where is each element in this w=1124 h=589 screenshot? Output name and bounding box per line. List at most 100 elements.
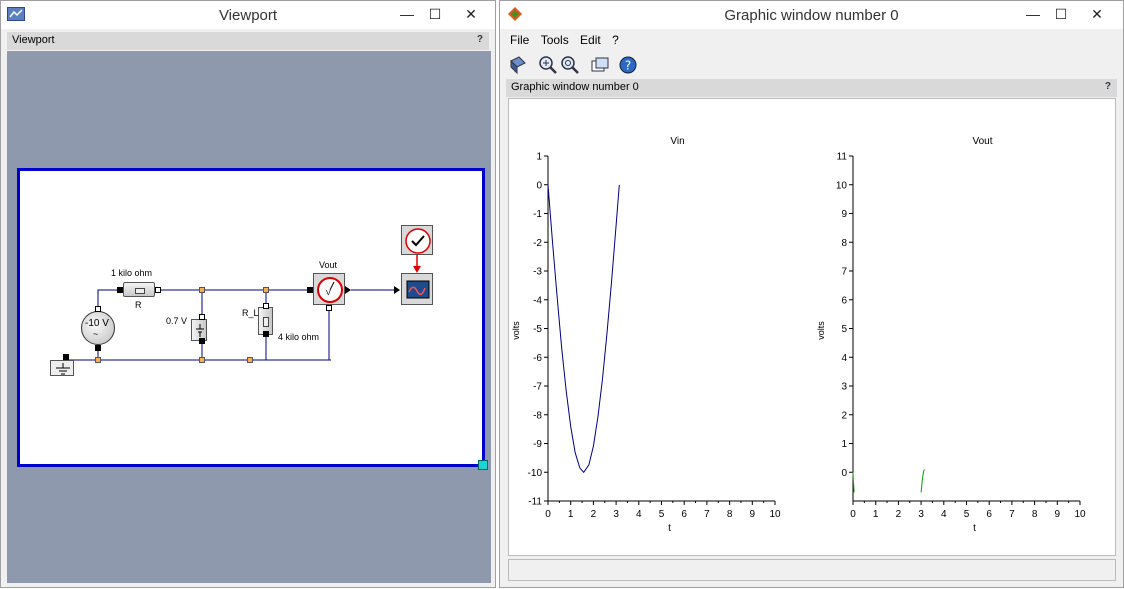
y-tick-label: -11 — [528, 497, 542, 508]
menu-help[interactable]: ? — [612, 33, 619, 47]
y-tick-label: 1 — [841, 439, 847, 450]
y-axis-label: volts — [816, 321, 826, 340]
plot-canvas[interactable]: 1 0 -1 -2 -3 -4 -5 -6 -7 -8 -9 -10 -11 0 1 2 3 4 5 6 7 8 9 10 Vi… — [508, 98, 1116, 556]
close-button[interactable]: ✕ — [1091, 6, 1103, 22]
x-tick-label: 6 — [681, 509, 687, 520]
load-resistor-value-label: 4 kilo ohm — [278, 332, 320, 342]
y-tick-label: -4 — [533, 295, 542, 306]
maximize-button[interactable]: ☐ — [1054, 6, 1068, 22]
voltmeter-unit: V — [326, 290, 331, 297]
y-tick-label: 10 — [836, 180, 848, 191]
graphic-help-button[interactable]: ? — [1104, 81, 1111, 92]
y-tick-label: 9 — [841, 209, 847, 220]
voltage-source-port-top[interactable] — [95, 306, 101, 312]
zoom-in-icon[interactable] — [538, 55, 558, 75]
series-line — [852, 472, 855, 493]
diode-port-top[interactable] — [199, 314, 205, 320]
y-tick-label: -3 — [533, 267, 542, 278]
resistor-r-name-label: R — [135, 300, 142, 310]
y-tick-label: -1 — [533, 209, 542, 220]
minimize-button[interactable]: — — [1026, 6, 1040, 22]
voltmeter-name-label: Vout — [319, 260, 338, 270]
resistor-r-block[interactable] — [123, 282, 155, 297]
voltage-source-value: -10 V — [85, 318, 109, 329]
ground-icon — [56, 363, 70, 375]
graphic-panel-header: Graphic window number 0 ? — [506, 79, 1117, 97]
voltmeter-block[interactable] — [313, 273, 345, 305]
x-tick-label: 4 — [941, 509, 947, 520]
y-tick-label: -8 — [533, 410, 542, 421]
viewport-help-button[interactable]: ? — [476, 34, 483, 45]
series-line — [920, 469, 925, 493]
scope-block[interactable] — [401, 273, 433, 305]
split-point[interactable] — [199, 287, 205, 293]
load-resistor-name-label: R_L — [242, 308, 259, 318]
maximize-button[interactable]: ☐ — [428, 6, 442, 22]
x-axis-label: t — [668, 523, 671, 534]
y-tick-label: 8 — [841, 238, 847, 249]
datatip-icon[interactable] — [590, 55, 610, 75]
graphic-titlebar[interactable]: Graphic window number 0 — ☐ ✕ — [500, 1, 1123, 29]
x-tick-label: 4 — [636, 509, 642, 520]
x-tick-label: 3 — [613, 509, 619, 520]
x-tick-label: 3 — [918, 509, 924, 520]
status-bar — [508, 559, 1116, 581]
x-tick-label: 9 — [750, 509, 756, 520]
ground-block[interactable] — [50, 360, 74, 376]
split-point[interactable] — [95, 357, 101, 363]
x-tick-label: 2 — [896, 509, 902, 520]
diode-port-bottom[interactable] — [199, 338, 205, 344]
zoom-out-icon[interactable] — [560, 55, 580, 75]
y-tick-label: 1 — [536, 152, 542, 163]
x-tick-label: 2 — [591, 509, 597, 520]
close-button[interactable]: ✕ — [465, 6, 477, 22]
menu-tools[interactable]: Tools — [540, 33, 569, 47]
graphic-window: Graphic window number 0 — ☐ ✕ File Tools… — [499, 0, 1124, 588]
load-resistor-port-top[interactable] — [263, 303, 269, 309]
x-tick-label: 6 — [986, 509, 992, 520]
plots-svg: 10-1-2-3-4-5-6-7-8-9-10-110 1 2 3 4 5 6 7 8 9 10Vi… — [511, 136, 1086, 534]
load-resistor-block[interactable] — [258, 307, 273, 335]
y-tick-label: 6 — [841, 295, 847, 306]
voltage-source-symbol: ~ — [93, 329, 99, 339]
x-tick-label: 0 — [850, 509, 856, 520]
viewport-titlebar[interactable]: Viewport — ☐ ✕ — [1, 1, 495, 29]
viewport-window: Viewport — ☐ ✕ Viewport ? — [0, 0, 496, 588]
help-icon[interactable]: ? — [618, 55, 638, 75]
split-point[interactable] — [263, 287, 269, 293]
chart-title: Vout — [972, 136, 992, 147]
y-tick-label: 3 — [841, 382, 847, 393]
resistor-r-value-label: 1 kilo ohm — [111, 268, 153, 278]
ground-port[interactable] — [63, 354, 69, 360]
load-resistor-port-bottom[interactable] — [263, 331, 269, 337]
x-tick-label: 1 — [873, 509, 879, 520]
x-tick-label: 5 — [964, 509, 970, 520]
clock-block[interactable] — [401, 225, 433, 255]
y-axis-label: volts — [511, 321, 521, 340]
x-tick-label: 7 — [704, 509, 710, 520]
dc-source-icon — [196, 324, 204, 337]
rotate-icon[interactable] — [508, 55, 528, 75]
y-tick-label: 5 — [841, 324, 847, 335]
resistor-r-port-left[interactable] — [117, 287, 123, 293]
x-tick-label: 7 — [1009, 509, 1015, 520]
voltmeter-port-bottom[interactable] — [326, 305, 332, 311]
y-tick-label: 7 — [841, 267, 847, 278]
voltmeter-gauge-icon — [317, 277, 343, 303]
menu-edit[interactable]: Edit — [580, 33, 601, 47]
voltmeter-port-left[interactable] — [307, 287, 313, 293]
menu-bar: File Tools Edit ? — [506, 31, 623, 51]
resize-handle[interactable] — [478, 460, 488, 470]
split-point[interactable] — [247, 357, 253, 363]
viewport-panel-label: Viewport — [12, 34, 55, 46]
split-point[interactable] — [199, 357, 205, 363]
x-tick-label: 0 — [545, 509, 551, 520]
menu-file[interactable]: File — [510, 33, 530, 47]
x-tick-label: 1 — [568, 509, 574, 520]
resistor-r-port-right[interactable] — [155, 287, 161, 293]
voltage-source-port-bottom[interactable] — [95, 345, 101, 351]
clock-icon — [405, 228, 431, 254]
y-tick-label: -2 — [533, 238, 542, 249]
minimize-button[interactable]: — — [400, 6, 414, 22]
graphic-title: Graphic window number 0 — [724, 7, 899, 24]
